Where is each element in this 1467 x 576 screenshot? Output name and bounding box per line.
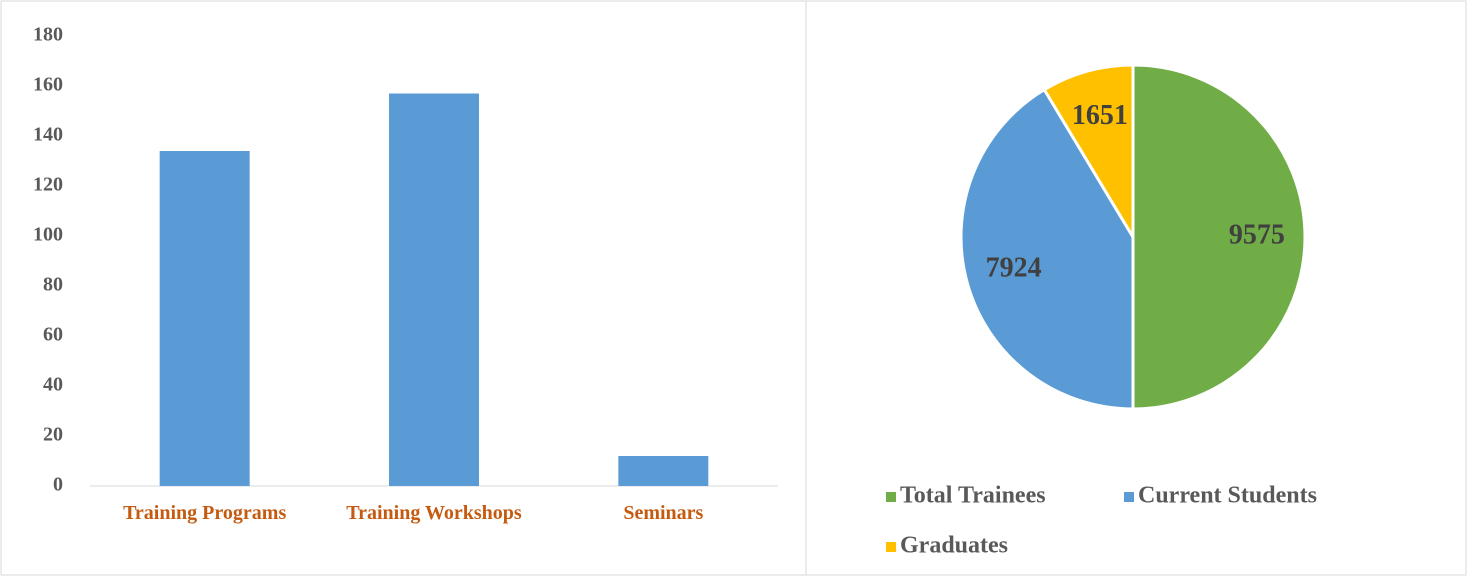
- legend-label: Total Trainees: [900, 483, 1046, 509]
- x-tick-label-box: Training Workshops: [346, 502, 522, 524]
- pie-slice: [959, 87, 1135, 411]
- y-tick-label: 40: [43, 374, 63, 396]
- y-tick-label: 60: [43, 324, 63, 346]
- y-tick-label: 140: [33, 124, 63, 146]
- y-tick-label: 100: [33, 224, 63, 246]
- data-label: 9575: [1229, 219, 1285, 250]
- legend-swatch: [886, 542, 896, 552]
- pie-slice: [1131, 63, 1307, 411]
- data-label: 1651: [1072, 100, 1128, 131]
- legend-label: Current Students: [1138, 483, 1317, 509]
- legend-swatch: [1124, 492, 1134, 502]
- y-tick-label: 20: [43, 424, 63, 446]
- x-tick-label: Training Workshops: [346, 502, 522, 524]
- data-label: 7924: [986, 253, 1042, 284]
- y-tick-label: 180: [33, 24, 63, 46]
- x-tick-label-box: Seminars: [623, 502, 704, 524]
- x-tick-label: Seminars: [623, 502, 704, 524]
- x-tick-label-box: Training Programs: [123, 502, 287, 524]
- pie-slice: [1042, 63, 1135, 243]
- y-tick-label: 80: [43, 274, 63, 296]
- bar: [389, 93, 479, 486]
- y-tick-label: 160: [33, 74, 63, 96]
- bar: [159, 151, 250, 486]
- x-tick-label: Training Programs: [123, 502, 287, 524]
- bar: [618, 456, 709, 486]
- legend-swatch: [886, 492, 896, 502]
- y-tick-label: 0: [53, 474, 63, 496]
- y-tick-label: 120: [33, 174, 63, 196]
- legend-label: Graduates: [900, 533, 1008, 559]
